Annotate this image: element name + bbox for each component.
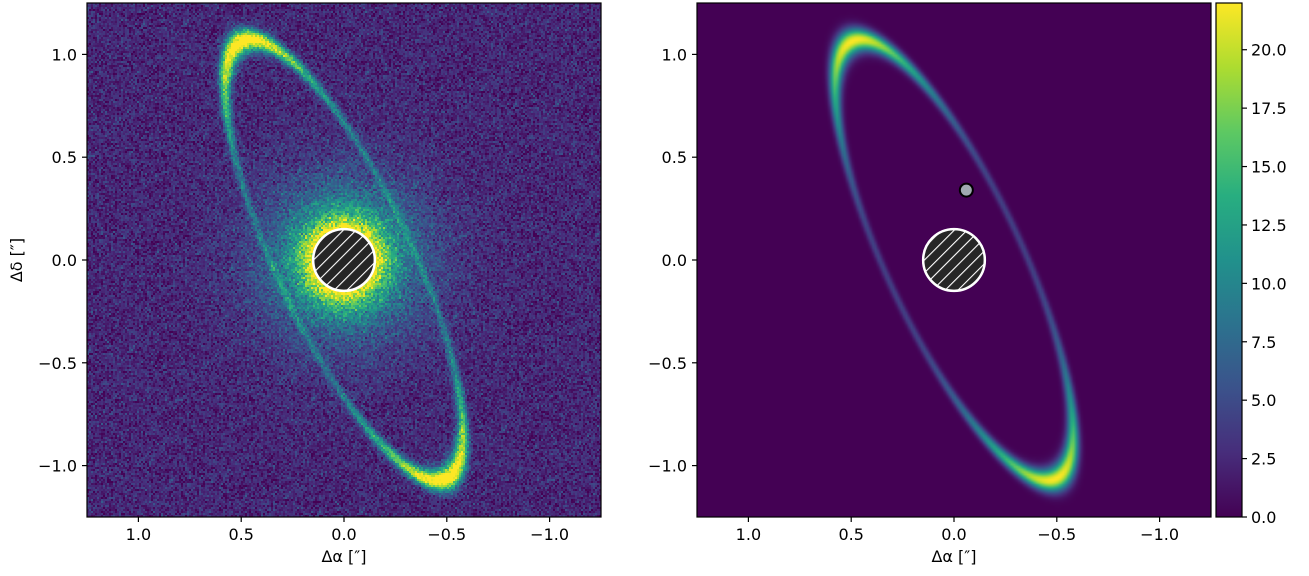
y-tick-label: −0.5: [38, 354, 77, 373]
colorbar-tick-label: 7.5: [1251, 333, 1276, 352]
x-tick-label: 0.0: [331, 525, 356, 544]
colorbar-tick-label: 20.0: [1251, 41, 1287, 60]
colorbar-tick-label: 15.0: [1251, 158, 1287, 177]
panel-1: 1.0 0.5 0.0 −0.5 −1.0 1.0 0.5 0.0 −0.5 −1.0 Δα [″]…: [7, 2, 602, 566]
colorbar: 0.0 2.5 5.0 7.5 10.0 12.5 15.0 17.5 20.0: [1215, 2, 1287, 527]
colorbar-tick-label: 12.5: [1251, 216, 1287, 235]
point-marker: [958, 182, 974, 198]
y-tick-label: 0.5: [662, 148, 687, 167]
colorbar-tick-label: 10.0: [1251, 274, 1287, 293]
colorbar-tick-label: 17.5: [1251, 99, 1287, 118]
y-tick-label: −1.0: [648, 457, 687, 476]
x-tick-label: 0.5: [228, 525, 253, 544]
x-axis-label: Δα [″]: [931, 547, 976, 566]
y-tick-label: −0.5: [648, 354, 687, 373]
x-tick-label: −1.0: [1140, 525, 1179, 544]
x-tick-label: 1.0: [126, 525, 151, 544]
colorbar-tick-label: 5.0: [1251, 391, 1276, 410]
y-tick-label: 0.0: [662, 251, 687, 270]
y-axis-label: Δδ [″]: [7, 238, 26, 282]
x-tick-label: −1.0: [530, 525, 569, 544]
y-tick-label: −1.0: [38, 457, 77, 476]
x-tick-label: 0.5: [838, 525, 863, 544]
colorbar-gradient: [1215, 2, 1243, 518]
central-mask: [311, 227, 377, 293]
x-tick-label: 0.0: [941, 525, 966, 544]
y-tick-label: 1.0: [52, 45, 77, 64]
y-tick-label: 1.0: [662, 45, 687, 64]
y-tick-label: 0.5: [52, 148, 77, 167]
y-tick-label: 0.0: [52, 251, 77, 270]
colorbar-tick-label: 0.0: [1251, 508, 1276, 527]
x-axis-label: Δα [″]: [321, 547, 366, 566]
x-tick-label: −0.5: [1037, 525, 1076, 544]
colorbar-tick-label: 2.5: [1251, 450, 1276, 469]
panel-2: 1.0 0.5 0.0 −0.5 −1.0 1.0 0.5 0.0 −0.5 −1.0 Δα [″]: [648, 2, 1212, 566]
x-tick-label: 1.0: [736, 525, 761, 544]
central-mask: [921, 227, 987, 293]
x-tick-label: −0.5: [427, 525, 466, 544]
